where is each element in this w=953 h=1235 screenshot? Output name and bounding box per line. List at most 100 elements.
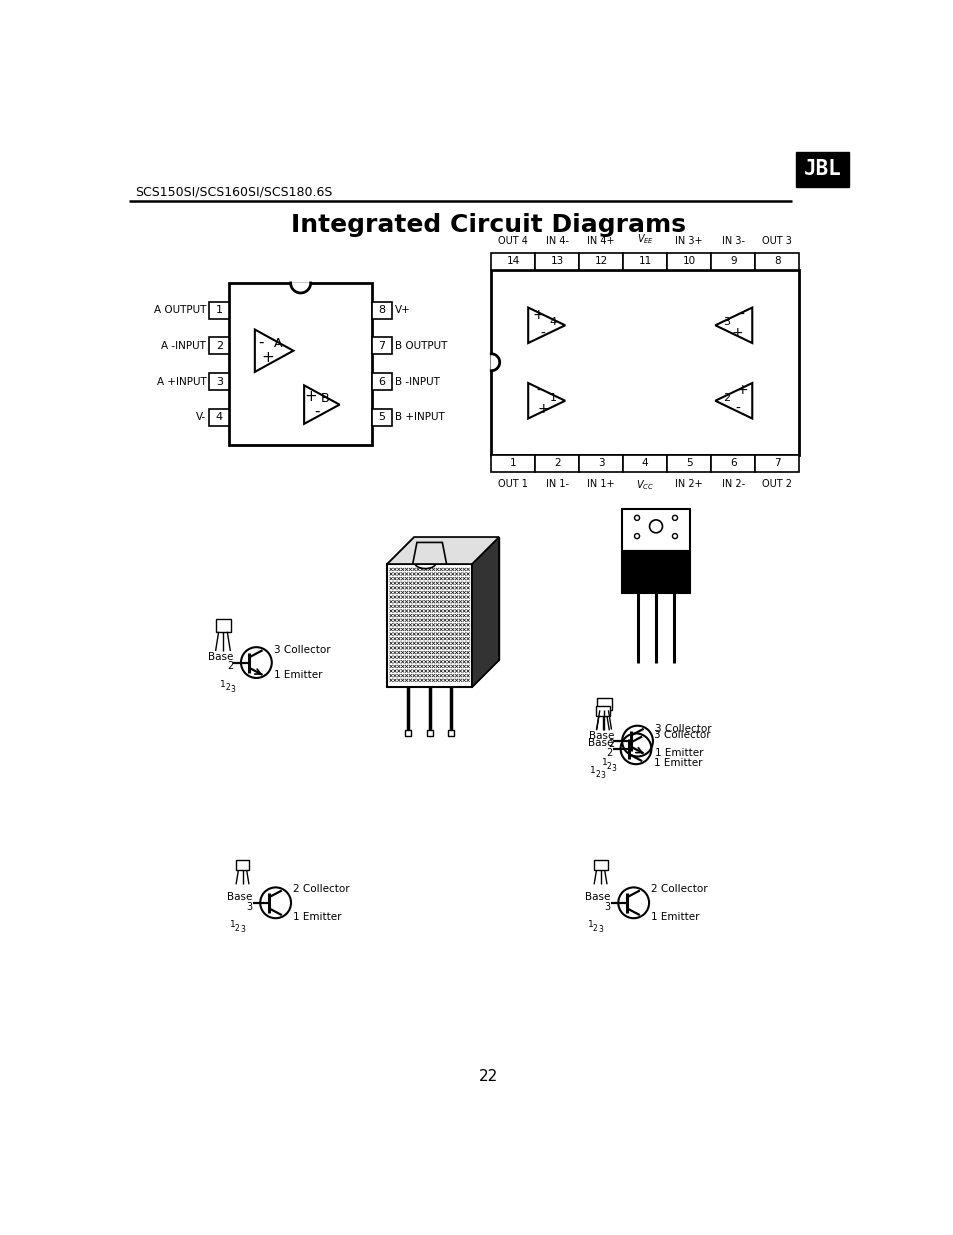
Text: 1 Emitter: 1 Emitter <box>651 911 700 921</box>
Bar <box>235 860 249 871</box>
Bar <box>491 454 535 472</box>
Bar <box>210 409 229 426</box>
Text: 1 Emitter: 1 Emitter <box>293 911 341 921</box>
Text: 2: 2 <box>234 924 239 932</box>
Text: 5: 5 <box>685 458 692 468</box>
Bar <box>210 301 229 319</box>
Text: 2: 2 <box>608 740 614 750</box>
Text: 3: 3 <box>599 771 605 781</box>
Text: +: + <box>532 308 544 322</box>
Text: B +INPUT: B +INPUT <box>395 412 444 422</box>
Text: +: + <box>261 351 274 366</box>
Text: 2 Collector: 2 Collector <box>293 884 350 894</box>
Text: -: - <box>739 308 743 322</box>
Text: IN 3+: IN 3+ <box>675 236 702 246</box>
Bar <box>622 253 666 270</box>
Text: B OUTPUT: B OUTPUT <box>395 341 447 351</box>
Polygon shape <box>291 283 311 293</box>
Text: Base: Base <box>588 731 614 741</box>
Text: 1: 1 <box>220 679 226 689</box>
Polygon shape <box>387 564 472 687</box>
Text: V-: V- <box>196 412 206 422</box>
Text: 6: 6 <box>729 458 736 468</box>
Text: IN 4-: IN 4- <box>545 236 568 246</box>
Bar <box>755 454 799 472</box>
Text: 7: 7 <box>378 341 385 351</box>
Text: 2: 2 <box>592 924 597 932</box>
Text: 3: 3 <box>598 925 602 934</box>
Text: OUT 1: OUT 1 <box>497 478 528 489</box>
Text: B -INPUT: B -INPUT <box>395 377 439 387</box>
Text: 2: 2 <box>722 393 730 403</box>
Text: 1: 1 <box>601 758 607 767</box>
Bar <box>621 551 689 593</box>
Text: 3: 3 <box>246 902 253 911</box>
Text: +: + <box>304 389 317 404</box>
Bar <box>448 730 454 736</box>
Bar <box>621 509 689 551</box>
Polygon shape <box>491 353 499 370</box>
Text: 8: 8 <box>378 305 385 315</box>
Bar <box>491 270 799 454</box>
Text: A OUTPUT: A OUTPUT <box>153 305 206 315</box>
Text: 6: 6 <box>378 377 385 387</box>
Text: 1 Emitter: 1 Emitter <box>653 757 701 768</box>
Text: JBL: JBL <box>802 159 841 179</box>
Text: -: - <box>258 335 263 350</box>
Text: 1 Emitter: 1 Emitter <box>274 669 322 680</box>
Text: 22: 22 <box>478 1068 498 1083</box>
Bar <box>491 253 535 270</box>
Text: 13: 13 <box>550 257 563 267</box>
Text: 2: 2 <box>227 661 233 671</box>
Bar <box>666 253 711 270</box>
Text: 1: 1 <box>549 393 557 403</box>
Text: 12: 12 <box>594 257 607 267</box>
Bar <box>622 454 666 472</box>
Bar <box>535 454 578 472</box>
Text: A +INPUT: A +INPUT <box>156 377 206 387</box>
Text: 1: 1 <box>587 920 593 929</box>
Text: 1 Emitter: 1 Emitter <box>655 748 703 758</box>
Text: OUT 2: OUT 2 <box>761 478 791 489</box>
Bar <box>229 283 372 445</box>
Bar <box>593 860 607 871</box>
Text: 1: 1 <box>589 766 595 774</box>
Bar <box>578 454 622 472</box>
Text: 1: 1 <box>215 305 223 315</box>
Text: 2: 2 <box>595 769 599 779</box>
Text: 4: 4 <box>215 412 223 422</box>
Bar <box>372 373 392 390</box>
Text: 14: 14 <box>506 257 519 267</box>
Bar <box>210 337 229 354</box>
Text: IN 4+: IN 4+ <box>587 236 615 246</box>
Text: B: B <box>320 391 329 405</box>
Text: 11: 11 <box>638 257 651 267</box>
Text: 3: 3 <box>611 763 616 773</box>
Bar <box>372 409 392 426</box>
Bar <box>372 337 392 354</box>
Text: -: - <box>314 404 319 419</box>
Text: 3 Collector: 3 Collector <box>274 645 331 656</box>
Text: V+: V+ <box>395 305 411 315</box>
Polygon shape <box>413 542 446 564</box>
Text: 9: 9 <box>729 257 736 267</box>
Text: 7: 7 <box>773 458 780 468</box>
Text: -: - <box>536 383 540 398</box>
Text: Base: Base <box>208 652 233 662</box>
Text: OUT 4: OUT 4 <box>497 236 528 246</box>
Text: 10: 10 <box>682 257 695 267</box>
Bar <box>215 620 231 632</box>
Text: Integrated Circuit Diagrams: Integrated Circuit Diagrams <box>291 214 686 237</box>
Text: Base: Base <box>587 739 612 748</box>
Text: 3 Collector: 3 Collector <box>655 724 711 734</box>
Text: 2: 2 <box>225 683 230 693</box>
Text: 3: 3 <box>230 685 234 694</box>
Text: Base: Base <box>227 893 253 903</box>
Bar <box>210 373 229 390</box>
Text: 2: 2 <box>606 747 612 757</box>
Text: 8: 8 <box>773 257 780 267</box>
Text: +: + <box>537 401 548 416</box>
Text: IN 1+: IN 1+ <box>587 478 615 489</box>
Bar <box>796 152 847 186</box>
Text: OUT 3: OUT 3 <box>761 236 791 246</box>
